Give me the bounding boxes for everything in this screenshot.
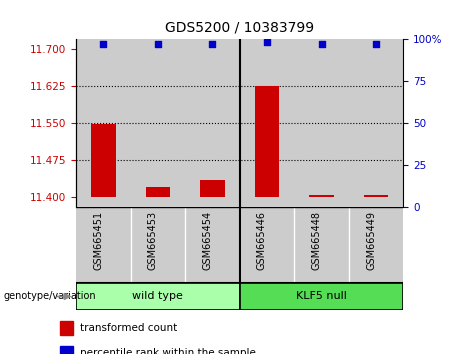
Point <box>263 40 271 45</box>
Point <box>100 41 107 47</box>
Bar <box>185 39 240 207</box>
Bar <box>200 180 225 197</box>
Text: KLF5 null: KLF5 null <box>296 291 347 302</box>
Bar <box>349 207 403 283</box>
Bar <box>294 39 349 207</box>
Point <box>209 41 216 47</box>
Text: GSM665451: GSM665451 <box>93 211 103 270</box>
Bar <box>255 86 279 197</box>
Bar <box>130 207 185 283</box>
Bar <box>364 195 388 197</box>
Bar <box>185 207 240 283</box>
Text: GSM665449: GSM665449 <box>366 211 376 270</box>
FancyBboxPatch shape <box>76 283 240 310</box>
Bar <box>130 39 185 207</box>
Bar <box>60 321 73 335</box>
Bar <box>146 187 170 197</box>
Bar <box>76 39 130 207</box>
Bar <box>76 207 130 283</box>
Title: GDS5200 / 10383799: GDS5200 / 10383799 <box>165 21 314 35</box>
Bar <box>294 207 349 283</box>
Bar <box>349 39 403 207</box>
Text: GSM665446: GSM665446 <box>257 211 267 270</box>
Text: GSM665454: GSM665454 <box>202 211 213 270</box>
Text: percentile rank within the sample: percentile rank within the sample <box>80 348 255 354</box>
FancyBboxPatch shape <box>240 283 403 310</box>
Text: GSM665453: GSM665453 <box>148 211 158 270</box>
Bar <box>240 207 294 283</box>
Text: GSM665448: GSM665448 <box>312 211 322 270</box>
Text: genotype/variation: genotype/variation <box>4 291 96 302</box>
Bar <box>309 195 334 197</box>
Point <box>318 41 325 47</box>
Bar <box>240 39 294 207</box>
Text: transformed count: transformed count <box>80 323 177 333</box>
Point <box>372 41 380 47</box>
Bar <box>91 124 116 197</box>
Text: wild type: wild type <box>132 291 183 302</box>
Bar <box>60 346 73 354</box>
Point <box>154 41 162 47</box>
